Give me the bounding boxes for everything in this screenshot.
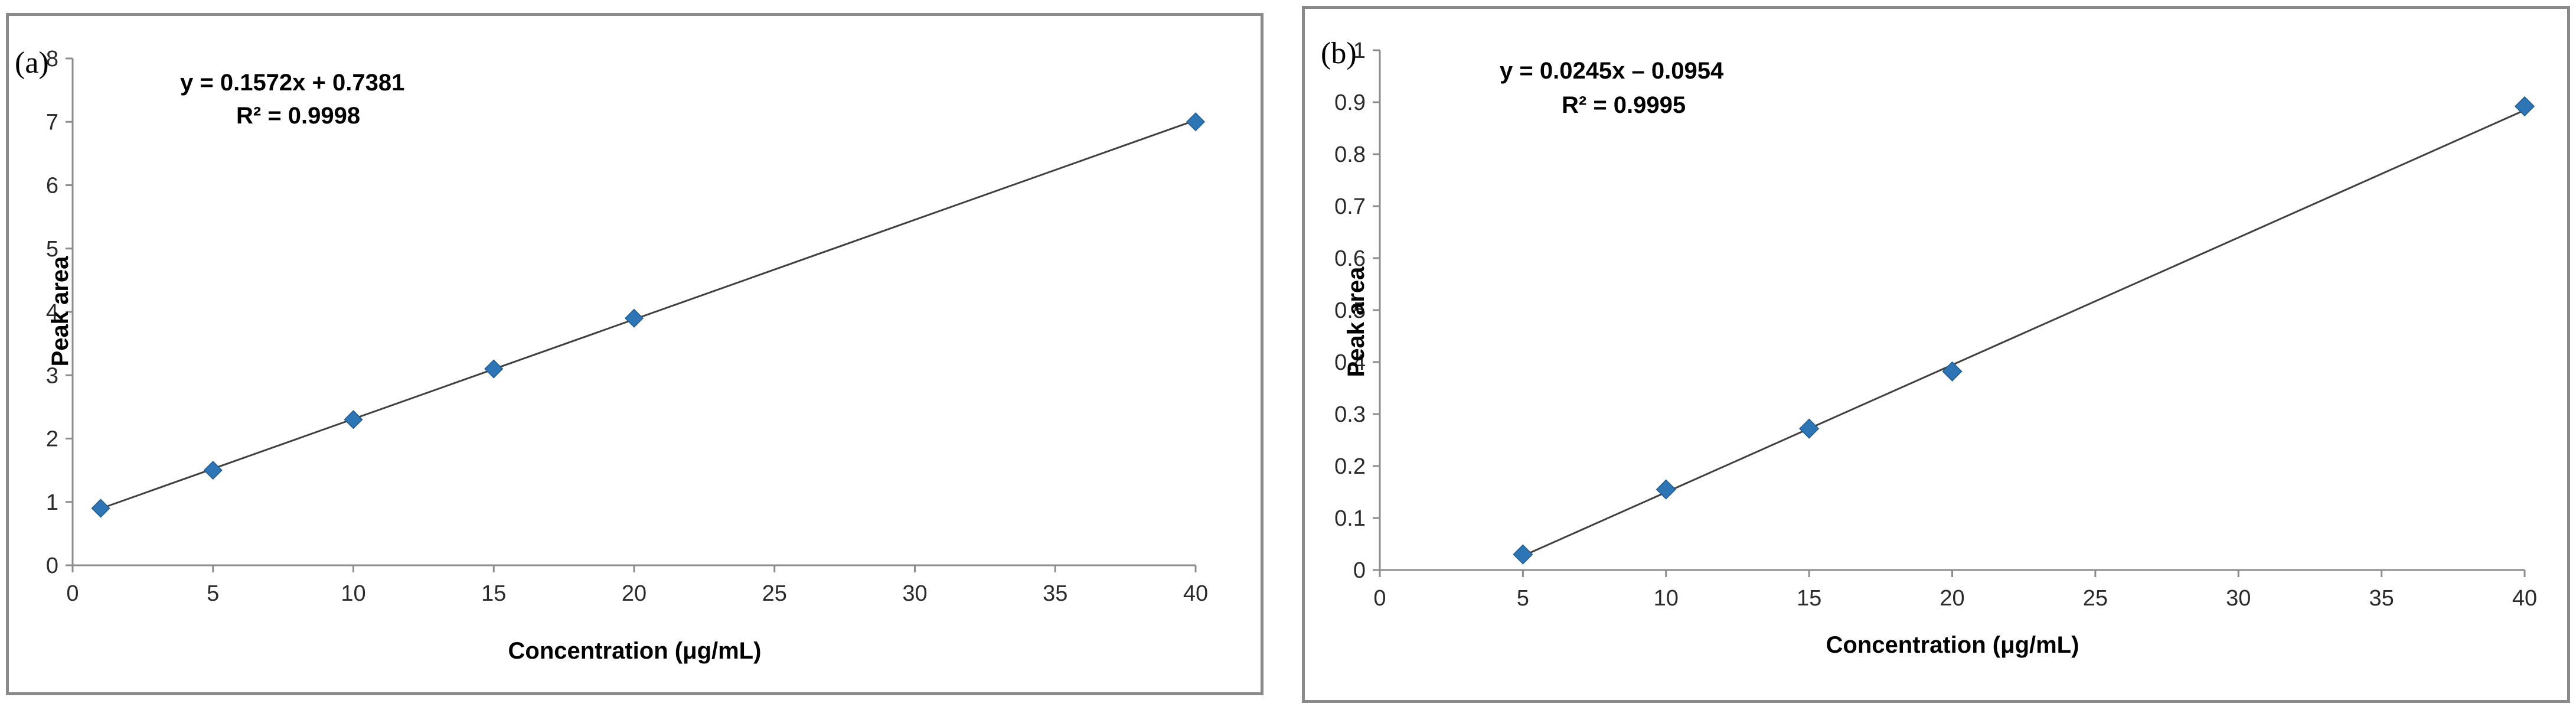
- y-tick-label: 0.3: [1334, 402, 1366, 427]
- y-tick-label: 0: [1353, 558, 1366, 583]
- x-tick-label: 40: [1183, 581, 1208, 606]
- data-point: [484, 359, 504, 379]
- y-tick-label: 3: [46, 363, 58, 388]
- trendline: [1522, 109, 2525, 557]
- x-tick-label: 5: [1517, 586, 1529, 611]
- data-point: [1186, 112, 1206, 132]
- regression-equation: y = 0.0245x – 0.0954: [1500, 58, 1724, 84]
- x-tick-label: 35: [1043, 581, 1067, 606]
- y-tick-label: 0.6: [1334, 246, 1366, 271]
- panel-label: (a): [15, 46, 49, 80]
- y-tick-label: 5: [46, 237, 58, 262]
- x-tick-label: 25: [2083, 586, 2108, 611]
- chart-panel-a: 0 1 2 3 4 5 6 7 8 0 5 10 15 20 25 30 35 40 (a) y = 0.1572x …: [6, 13, 1263, 695]
- data-point: [344, 410, 363, 429]
- y-tick-label: 8: [46, 47, 58, 71]
- trendline: [100, 119, 1196, 510]
- y-tick-label: 0.9: [1334, 90, 1366, 115]
- data-point: [1942, 361, 1963, 382]
- data-point: [1656, 479, 1676, 500]
- x-axis-title: Concentration (μg/mL): [508, 638, 762, 664]
- x-tick-label: 30: [2226, 586, 2251, 611]
- y-tick-label: 7: [46, 110, 58, 135]
- x-tick-label: 10: [341, 581, 365, 606]
- x-tick-label: 0: [66, 581, 79, 606]
- y-tick-label: 1: [1353, 38, 1366, 63]
- x-tick-label: 10: [1654, 586, 1679, 611]
- data-point: [1799, 418, 1820, 439]
- chart-a-svg: 0 1 2 3 4 5 6 7 8 0 5 10 15 20 25 30 35 40 (a) y = 0.1572x …: [15, 46, 1208, 664]
- x-tick-label: 15: [1797, 586, 1821, 611]
- y-tick-label: 0.4: [1334, 350, 1366, 375]
- x-tick-label: 20: [1940, 586, 1964, 611]
- x-tick-label: 25: [762, 581, 787, 606]
- data-point: [2514, 96, 2535, 117]
- x-axis-title: Concentration (μg/mL): [1826, 632, 2079, 658]
- regression-equation: y = 0.1572x + 0.7381: [180, 70, 404, 96]
- x-tick-label: 15: [481, 581, 506, 606]
- y-tick-label: 0.2: [1334, 454, 1366, 479]
- y-axis-title: Peak area: [47, 256, 73, 367]
- y-axis-title: Peak area: [1343, 266, 1369, 377]
- x-tick-label: 20: [622, 581, 647, 606]
- y-tick-label: 0.5: [1334, 298, 1366, 323]
- panel-label: (b): [1321, 37, 1357, 70]
- r-squared-label: R² = 0.9998: [236, 103, 360, 129]
- y-tick-label: 6: [46, 174, 58, 198]
- y-tick-label: 0: [46, 553, 58, 578]
- x-tick-label: 0: [1373, 586, 1386, 611]
- x-tick-label: 5: [207, 581, 219, 606]
- y-tick-label: 2: [46, 427, 58, 452]
- chart-panel-b: 0 0.1 0.2 0.3 0.4 0.5 0.6 0.7 0.8 0.9 1 0 5 10 15 20 25 3…: [1302, 6, 2570, 703]
- y-tick-label: 4: [46, 300, 58, 325]
- x-tick-label: 35: [2369, 586, 2394, 611]
- r-squared-label: R² = 0.9995: [1562, 92, 1686, 118]
- y-tick-label: 1: [46, 490, 58, 515]
- y-tick-label: 0.7: [1334, 194, 1366, 219]
- x-tick-label: 40: [2512, 586, 2537, 611]
- y-tick-label: 0.1: [1334, 506, 1366, 531]
- data-point: [1513, 544, 1533, 565]
- x-tick-label: 30: [902, 581, 927, 606]
- y-tick-label: 0.8: [1334, 142, 1366, 167]
- data-point: [203, 461, 223, 480]
- data-point: [91, 499, 110, 518]
- data-point: [624, 308, 644, 328]
- chart-b-svg: 00.10.20.30.40.50.60.70.80.910 5 10 15 20 25 3…: [1321, 37, 2537, 658]
